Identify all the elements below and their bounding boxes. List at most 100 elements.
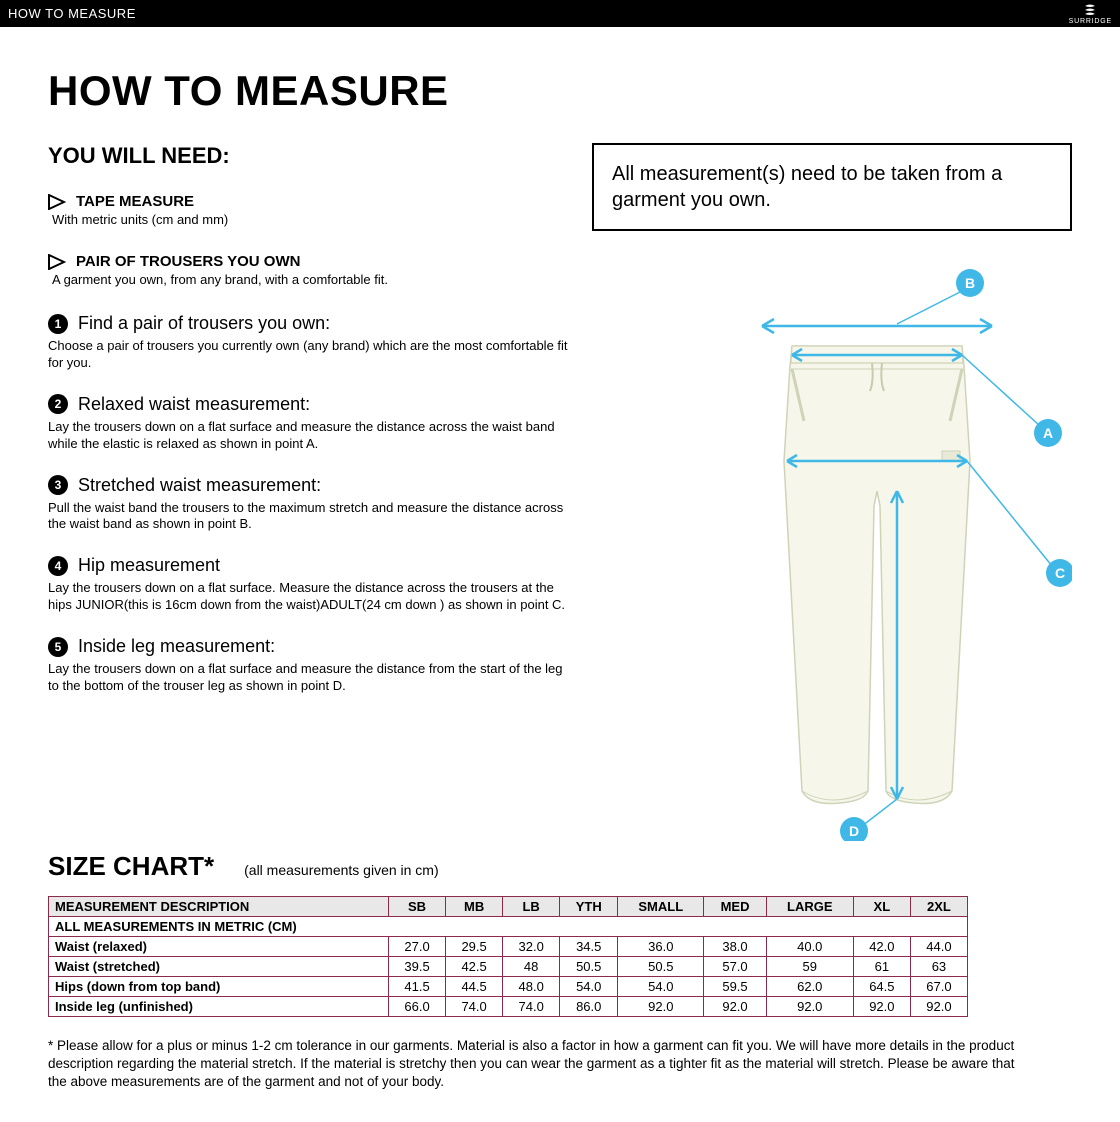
step-title: Relaxed waist measurement:: [78, 394, 310, 415]
cell: 92.0: [910, 997, 967, 1017]
marker-a-label: A: [1043, 425, 1053, 441]
cell: 86.0: [560, 997, 618, 1017]
cell: 66.0: [389, 997, 446, 1017]
step-item: 5 Inside leg measurement: Lay the trouser…: [48, 636, 572, 695]
cell: 42.5: [446, 957, 503, 977]
triangle-bullet-icon: [48, 194, 66, 210]
step-title: Stretched waist measurement:: [78, 475, 321, 496]
cell: 36.0: [618, 937, 704, 957]
cell: 92.0: [766, 997, 853, 1017]
marker-b-label: B: [965, 275, 975, 291]
cell: 27.0: [389, 937, 446, 957]
cell: 59: [766, 957, 853, 977]
cell: 54.0: [618, 977, 704, 997]
marker-c-label: C: [1055, 565, 1065, 581]
cell: 50.5: [618, 957, 704, 977]
col-header-desc: MEASUREMENT DESCRIPTION: [49, 897, 389, 917]
table-subheader: ALL MEASUREMENTS IN METRIC (CM): [49, 917, 968, 937]
top-bar: HOW TO MEASURE SURRIDGE: [0, 0, 1120, 27]
cell: 92.0: [853, 997, 910, 1017]
step-item: 3 Stretched waist measurement: Pull the w…: [48, 475, 572, 534]
size-chart-heading: SIZE CHART* (all measurements given in c…: [48, 851, 1072, 882]
step-item: 4Hip measurement Lay the trousers down o…: [48, 555, 572, 614]
row-label: Inside leg (unfinished): [49, 997, 389, 1017]
cell: 57.0: [704, 957, 766, 977]
need-sub: A garment you own, from any brand, with …: [52, 272, 572, 287]
cell: 44.0: [910, 937, 967, 957]
cell: 64.5: [853, 977, 910, 997]
footnote: * Please allow for a plus or minus 1-2 c…: [48, 1037, 1028, 1092]
need-item: PAIR OF TROUSERS YOU OWN A garment you o…: [48, 253, 572, 287]
col-header: 2XL: [910, 897, 967, 917]
col-header: XL: [853, 897, 910, 917]
step-body: Lay the trousers down on a flat surface …: [48, 419, 572, 453]
cell: 42.0: [853, 937, 910, 957]
cell: 61: [853, 957, 910, 977]
need-sub: With metric units (cm and mm): [52, 212, 572, 227]
col-header: MED: [704, 897, 766, 917]
step-number-badge: 3: [48, 475, 68, 495]
cell: 41.5: [389, 977, 446, 997]
need-heading: YOU WILL NEED:: [48, 143, 572, 169]
cell: 63: [910, 957, 967, 977]
triangle-bullet-icon: [48, 254, 66, 270]
cell: 48.0: [503, 977, 560, 997]
row-label: Waist (relaxed): [49, 937, 389, 957]
left-column: YOU WILL NEED: TAPE MEASURE With metric …: [48, 143, 572, 841]
step-number-badge: 1: [48, 314, 68, 334]
step-title: Hip measurement: [78, 555, 220, 576]
col-header: MB: [446, 897, 503, 917]
topbar-title: HOW TO MEASURE: [8, 6, 136, 21]
step-title: Find a pair of trousers you own:: [78, 313, 330, 334]
cell: 32.0: [503, 937, 560, 957]
col-header: SB: [389, 897, 446, 917]
table-row: Hips (down from top band) 41.5 44.5 48.0…: [49, 977, 968, 997]
cell: 34.5: [560, 937, 618, 957]
brand-logo-icon: [1083, 3, 1097, 17]
step-body: Lay the trousers down on a flat surface.…: [48, 580, 572, 614]
row-label: Hips (down from top band): [49, 977, 389, 997]
trousers-diagram: B: [592, 251, 1072, 841]
col-header: LB: [503, 897, 560, 917]
marker-d-label: D: [849, 823, 859, 839]
brand-logo: SURRIDGE: [1069, 3, 1112, 25]
table-subheader-row: ALL MEASUREMENTS IN METRIC (CM): [49, 917, 968, 937]
two-column-layout: YOU WILL NEED: TAPE MEASURE With metric …: [48, 143, 1072, 841]
cell: 48: [503, 957, 560, 977]
cell: 39.5: [389, 957, 446, 977]
size-chart-table: MEASUREMENT DESCRIPTION SB MB LB YTH SMA…: [48, 896, 968, 1017]
need-label: TAPE MEASURE: [76, 193, 194, 210]
cell: 40.0: [766, 937, 853, 957]
step-item: 1Find a pair of trousers you own: Choose…: [48, 313, 572, 372]
step-number-badge: 5: [48, 637, 68, 657]
brand-name: SURRIDGE: [1069, 18, 1112, 25]
notice-box: All measurement(s) need to be taken from…: [592, 143, 1072, 231]
right-column: All measurement(s) need to be taken from…: [592, 143, 1072, 841]
step-body: Lay the trousers down on a flat surface …: [48, 661, 572, 695]
size-chart-note: (all measurements given in cm): [244, 862, 439, 878]
step-body: Pull the waist band the trousers to the …: [48, 500, 572, 534]
table-row: Waist (relaxed) 27.0 29.5 32.0 34.5 36.0…: [49, 937, 968, 957]
table-row: Inside leg (unfinished) 66.0 74.0 74.0 8…: [49, 997, 968, 1017]
cell: 54.0: [560, 977, 618, 997]
trousers-diagram-svg: B: [592, 251, 1072, 841]
cell: 92.0: [618, 997, 704, 1017]
cell: 44.5: [446, 977, 503, 997]
col-header: LARGE: [766, 897, 853, 917]
cell: 29.5: [446, 937, 503, 957]
row-label: Waist (stretched): [49, 957, 389, 977]
table-row: Waist (stretched) 39.5 42.5 48 50.5 50.5…: [49, 957, 968, 977]
page-content: HOW TO MEASURE YOU WILL NEED: TAPE MEASU…: [0, 27, 1120, 1122]
cell: 67.0: [910, 977, 967, 997]
need-item: TAPE MEASURE With metric units (cm and m…: [48, 193, 572, 227]
cell: 50.5: [560, 957, 618, 977]
cell: 59.5: [704, 977, 766, 997]
page-title: HOW TO MEASURE: [48, 67, 1072, 115]
need-label: PAIR OF TROUSERS YOU OWN: [76, 253, 300, 270]
step-title: Inside leg measurement:: [78, 636, 275, 657]
col-header: YTH: [560, 897, 618, 917]
cell: 38.0: [704, 937, 766, 957]
step-item: 2Relaxed waist measurement: Lay the trou…: [48, 394, 572, 453]
table-header-row: MEASUREMENT DESCRIPTION SB MB LB YTH SMA…: [49, 897, 968, 917]
cell: 74.0: [446, 997, 503, 1017]
